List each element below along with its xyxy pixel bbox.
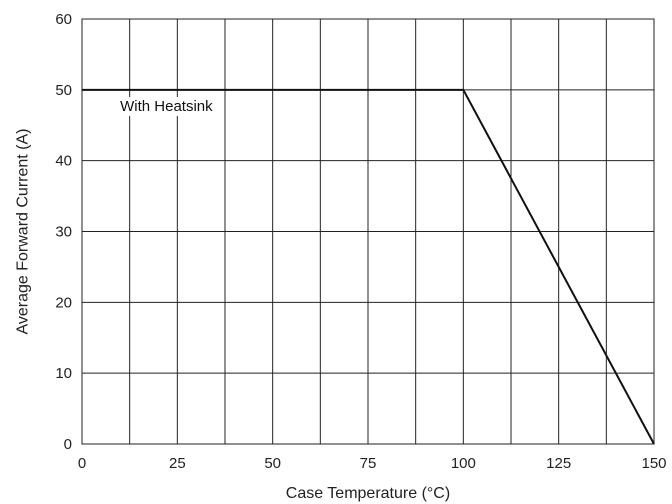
series-layer bbox=[82, 88, 655, 445]
plot-frame bbox=[81, 18, 655, 445]
y-tick-label: 40 bbox=[55, 153, 72, 170]
x-tick-label: 150 bbox=[641, 455, 666, 472]
x-tick-labels: 0 25 50 75 100 125 150 bbox=[78, 455, 667, 472]
series-line bbox=[82, 88, 655, 445]
y-tick-label: 30 bbox=[55, 224, 72, 241]
y-tick-label: 60 bbox=[55, 11, 72, 28]
y-tick-label: 20 bbox=[55, 294, 72, 311]
y-tick-labels: 0 10 20 30 40 50 60 bbox=[55, 11, 72, 453]
x-tick-label: 50 bbox=[264, 455, 281, 472]
y-tick-label: 50 bbox=[55, 82, 72, 99]
y-tick-label: 0 bbox=[64, 436, 72, 453]
x-tick-label: 0 bbox=[78, 455, 86, 472]
x-axis-label: Case Temperature (°C) bbox=[286, 485, 450, 502]
x-tick-label: 100 bbox=[451, 455, 476, 472]
x-tick-label: 75 bbox=[360, 455, 377, 472]
x-tick-label: 25 bbox=[169, 455, 186, 472]
annotation-background bbox=[117, 97, 217, 117]
y-tick-label: 10 bbox=[55, 365, 72, 382]
y-axis-label: Average Forward Current (A) bbox=[15, 129, 32, 335]
annotation-with-heatsink: With Heatsink bbox=[120, 98, 213, 115]
x-tick-label: 125 bbox=[546, 455, 571, 472]
